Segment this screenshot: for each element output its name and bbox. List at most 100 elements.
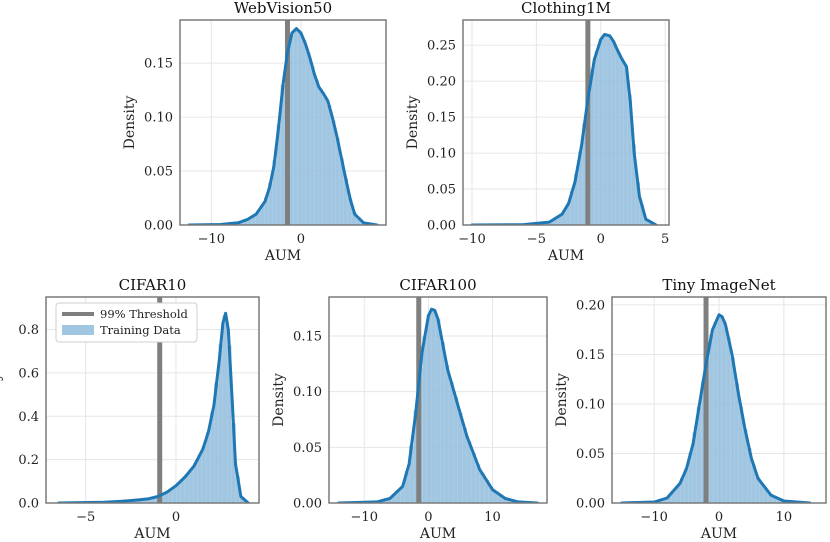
histogram-bar — [426, 314, 432, 503]
plot-area — [620, 297, 812, 503]
histogram-bar — [314, 79, 319, 225]
histogram-bar — [602, 34, 608, 225]
histogram-bar — [184, 474, 190, 503]
y-tick-label: 0.10 — [293, 385, 322, 400]
histogram-bar — [318, 89, 323, 225]
y-tick-label: 0.00 — [293, 497, 322, 512]
axes-frame — [328, 296, 548, 504]
histogram-bar — [435, 319, 441, 503]
y-axis-label: Density — [271, 373, 287, 427]
kde-curve — [187, 27, 379, 225]
histogram-bar — [462, 427, 467, 503]
legend-training-label: Training Data — [100, 323, 181, 337]
y-tick-label: 0.25 — [427, 39, 456, 54]
y-tick-label: 0.05 — [293, 441, 322, 456]
y-tick-label: 0.8 — [18, 323, 39, 338]
kde-curve — [337, 307, 539, 503]
histogram-bar — [717, 315, 723, 503]
histogram-bar — [448, 381, 454, 503]
y-tick-label: 0.00 — [576, 497, 605, 512]
plot-area — [470, 20, 658, 225]
y-tick-label: 0.15 — [427, 111, 456, 126]
y-tick-label: 0.05 — [427, 183, 456, 198]
histogram-bar — [189, 469, 194, 503]
x-axis-label: AUM — [547, 248, 584, 264]
x-tick-label: −5 — [76, 510, 95, 525]
histogram-bar — [293, 29, 298, 225]
chart-panel: 0.00 0.05 0.10 0.15 0.20 −10 0 10 AUM Density Tiny… — [554, 276, 827, 542]
histogram-bar — [598, 39, 604, 225]
legend-threshold-label: 99% Threshold — [100, 307, 189, 321]
x-tick-label: 0 — [715, 510, 723, 525]
y-tick-label: 0.10 — [427, 147, 456, 162]
y-tick-label: 0.05 — [144, 165, 173, 180]
chart-panel: 0.00 0.05 0.10 0.15 0.20 0.25 −10 −5 0 5 AUM Densit… — [405, 0, 670, 264]
histogram-bar — [193, 463, 198, 503]
y-axis-label: Density — [0, 373, 4, 427]
x-tick-label: 5 — [661, 232, 669, 247]
x-tick-label: −10 — [351, 510, 378, 525]
axes-frame — [179, 19, 387, 226]
kde-curve — [470, 32, 658, 225]
plot-area — [187, 20, 379, 225]
histogram-bar — [610, 40, 616, 225]
y-tick-label: 0.2 — [18, 453, 39, 468]
y-tick-label: 0.15 — [293, 329, 322, 344]
y-axis-label: Density — [122, 96, 138, 150]
axes-frame — [462, 19, 670, 226]
histogram-bar — [205, 432, 211, 503]
histogram-bar — [444, 365, 450, 503]
histogram-bar — [453, 397, 459, 503]
x-axis-label: AUM — [700, 526, 737, 542]
x-tick-label: 10 — [484, 510, 501, 525]
y-tick-label: 0.10 — [576, 397, 605, 412]
y-axis-label: Density — [554, 373, 570, 427]
histogram-bar — [721, 321, 727, 503]
chart-title: CIFAR100 — [399, 276, 476, 294]
histogram-bar — [222, 315, 228, 503]
histogram-bar — [734, 382, 739, 503]
x-tick-label: 0 — [424, 510, 432, 525]
histogram-bar — [594, 51, 600, 225]
legend-training-swatch — [62, 325, 94, 335]
legend: 99% Threshold Training Data — [55, 302, 198, 343]
histogram-bar — [730, 357, 735, 503]
y-tick-label: 0.20 — [576, 298, 605, 313]
histogram-bar — [197, 454, 203, 503]
plot-area — [337, 297, 539, 503]
histogram-bar — [180, 478, 186, 503]
x-tick-label: 0 — [172, 510, 180, 525]
x-tick-label: −5 — [527, 232, 546, 247]
histogram-bar — [330, 120, 336, 225]
histogram-bar — [606, 35, 612, 225]
x-tick-label: 0 — [597, 232, 605, 247]
chart-title: Clothing1M — [521, 0, 611, 17]
chart-panel: 0.00 0.05 0.10 0.15 −10 0 10 AUM Density CIFAR100 — [271, 276, 548, 542]
kde-curve — [57, 311, 250, 503]
histogram-bar — [301, 39, 307, 225]
y-tick-label: 0.15 — [576, 348, 605, 363]
x-axis-label: AUM — [133, 526, 170, 542]
chart-title: Tiny ImageNet — [662, 276, 775, 294]
y-tick-label: 0.10 — [144, 111, 173, 126]
y-tick-label: 0.20 — [427, 75, 456, 90]
histogram-bar — [590, 69, 595, 225]
y-tick-label: 0.0 — [18, 497, 39, 512]
histogram-bar — [713, 322, 719, 503]
axes-frame — [611, 296, 827, 504]
y-tick-label: 0.15 — [144, 57, 173, 72]
histogram-bar — [201, 445, 207, 503]
histogram-bar — [422, 336, 428, 503]
histogram-bar — [623, 64, 628, 225]
y-tick-label: 0.05 — [576, 447, 605, 462]
x-tick-label: 0 — [297, 232, 305, 247]
histogram-bar — [457, 412, 463, 503]
y-tick-label: 0.4 — [18, 410, 39, 425]
axes-frame — [45, 296, 260, 504]
x-axis-label: AUM — [264, 248, 301, 264]
kde-curve — [620, 313, 812, 503]
x-axis-label: AUM — [419, 526, 456, 542]
